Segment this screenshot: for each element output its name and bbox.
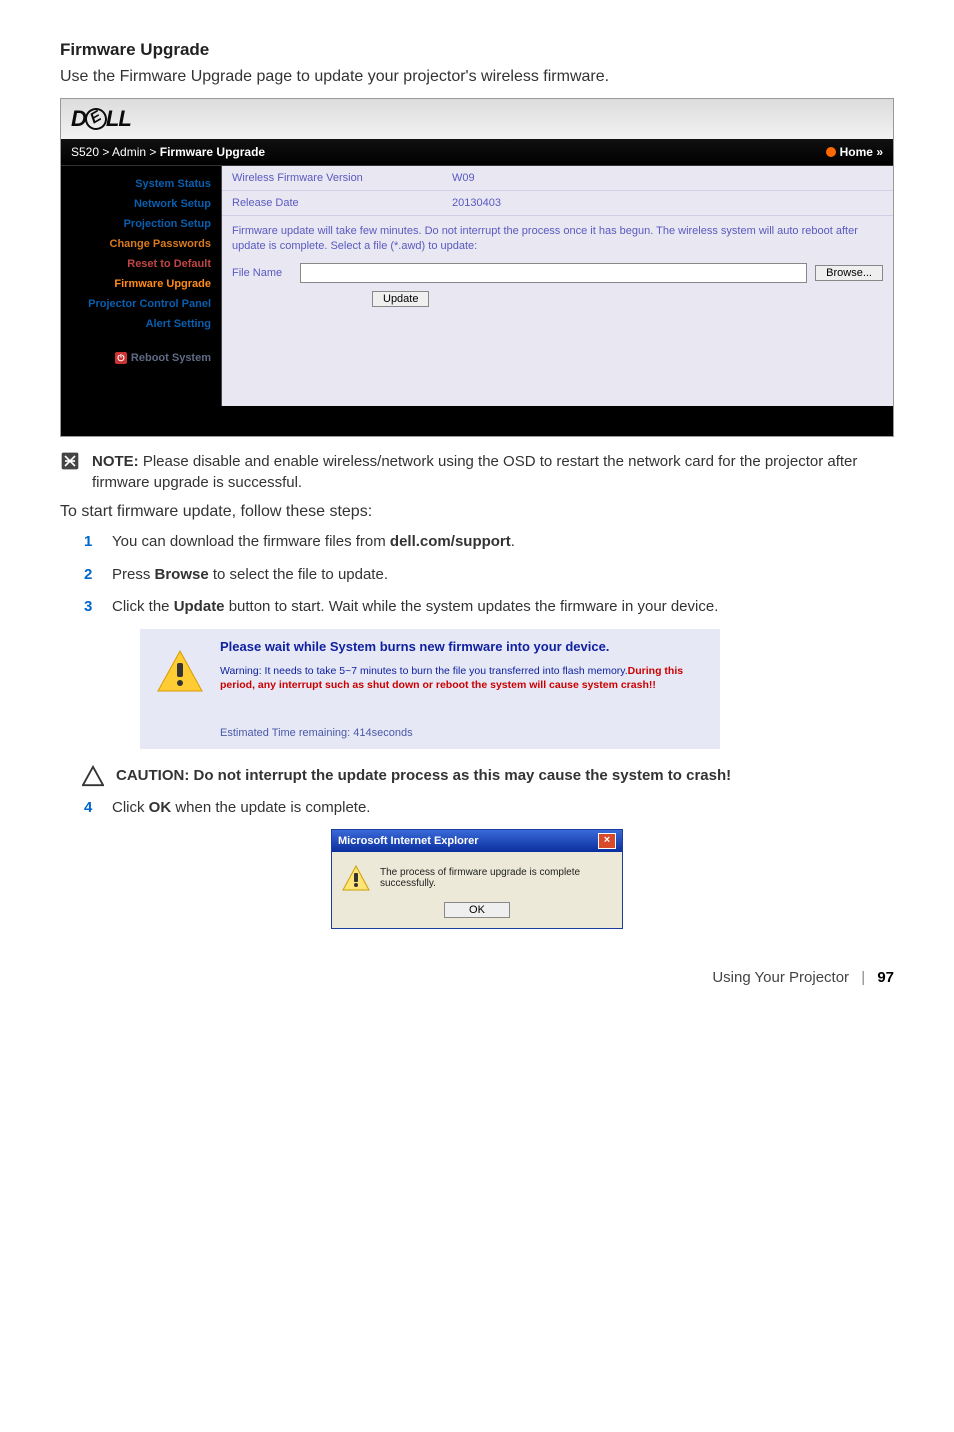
warning-icon (156, 647, 204, 695)
step-text: Click OK when the update is complete. (112, 797, 370, 820)
caution-text: CAUTION: Do not interrupt the update pro… (116, 765, 731, 787)
file-input[interactable] (300, 263, 807, 283)
intro-text: Use the Firmware Upgrade page to update … (60, 68, 894, 86)
caution-body: Do not interrupt the update process as t… (194, 767, 732, 784)
note-lead: NOTE: (92, 453, 139, 470)
breadcrumb-current: Firmware Upgrade (160, 145, 265, 159)
dialog-body: The process of firmware upgrade is compl… (332, 852, 622, 902)
ok-button[interactable]: OK (444, 902, 510, 918)
breadcrumb-bar: S520 > Admin > Firmware Upgrade Home » (61, 139, 893, 166)
info-label-version: Wireless Firmware Version (222, 166, 442, 190)
update-row: Update (222, 291, 893, 317)
sidebar-item-reboot[interactable]: ⏻ Reboot System (61, 348, 221, 368)
note-icon (60, 451, 80, 471)
info-row-date: Release Date 20130403 (222, 191, 893, 216)
burn-text-col: Please wait while System burns new firmw… (220, 629, 720, 749)
step-text: You can download the firmware files from… (112, 531, 515, 554)
burn-title: Please wait while System burns new firmw… (220, 639, 706, 654)
caution-lead: CAUTION: (116, 767, 194, 784)
steps-intro: To start firmware update, follow these s… (60, 503, 894, 521)
step-num: 2 (84, 564, 98, 587)
dialog-titlebar: Microsoft Internet Explorer × (332, 830, 622, 852)
dialog-message: The process of firmware upgrade is compl… (380, 867, 612, 889)
dialog-footer: OK (332, 902, 622, 928)
file-row: File Name Browse... (222, 259, 893, 291)
step-2: 2 Press Browse to select the file to upd… (84, 564, 894, 587)
home-link[interactable]: Home » (826, 145, 883, 159)
sidebar-item-firmware-upgrade[interactable]: Firmware Upgrade (61, 274, 221, 294)
sidebar-item-reset-to-default[interactable]: Reset to Default (61, 254, 221, 274)
burn-estimated: Estimated Time remaining: 414seconds (220, 727, 706, 739)
note-body: Please disable and enable wireless/netwo… (92, 453, 857, 491)
sidebar-item-alert-setting[interactable]: Alert Setting (61, 314, 221, 334)
step-text: Press Browse to select the file to updat… (112, 564, 388, 587)
sidebar-item-projector-control[interactable]: Projector Control Panel (61, 294, 221, 314)
caution-icon (82, 765, 104, 787)
page-footer: Using Your Projector | 97 (60, 969, 894, 986)
update-button[interactable]: Update (372, 291, 429, 307)
info-value-version: W09 (442, 166, 893, 190)
burn-panel: Please wait while System burns new firmw… (140, 629, 720, 749)
sidebar-item-projection-setup[interactable]: Projection Setup (61, 214, 221, 234)
note-text: NOTE: Please disable and enable wireless… (92, 451, 894, 493)
fw-warning-text: Firmware update will take few minutes. D… (222, 216, 893, 259)
power-icon: ⏻ (115, 352, 127, 364)
dialog-title-text: Microsoft Internet Explorer (338, 835, 479, 847)
page-number: 97 (877, 969, 894, 986)
section-title: Firmware Upgrade (60, 40, 894, 60)
step-3: 3 Click the Update button to start. Wait… (84, 596, 894, 619)
steps-list-2: 4 Click OK when the update is complete. (84, 797, 894, 820)
ie-dialog: Microsoft Internet Explorer × The proces… (331, 829, 623, 929)
steps-list: 1 You can download the firmware files fr… (84, 531, 894, 619)
info-value-date: 20130403 (442, 191, 893, 215)
close-button[interactable]: × (598, 833, 616, 849)
step-num: 3 (84, 596, 98, 619)
home-icon (826, 147, 836, 157)
content-area: Wireless Firmware Version W09 Release Da… (221, 166, 893, 406)
note-block: NOTE: Please disable and enable wireless… (60, 451, 894, 493)
footer-label: Using Your Projector (712, 969, 849, 986)
warning-icon (342, 864, 370, 892)
sidebar: System Status Network Setup Projection S… (61, 166, 221, 406)
panel-body: System Status Network Setup Projection S… (61, 166, 893, 406)
burn-warning: Warning: It needs to take 5~7 minutes to… (220, 664, 706, 693)
sidebar-item-system-status[interactable]: System Status (61, 174, 221, 194)
admin-panel: DELL S520 > Admin > Firmware Upgrade Hom… (60, 98, 894, 437)
step-text: Click the Update button to start. Wait w… (112, 596, 718, 619)
step-num: 4 (84, 797, 98, 820)
panel-footer-spacer (61, 406, 893, 436)
browse-button[interactable]: Browse... (815, 265, 883, 281)
caution-block: CAUTION: Do not interrupt the update pro… (82, 765, 894, 787)
breadcrumb-path: S520 > Admin > Firmware Upgrade (71, 145, 265, 159)
step-4: 4 Click OK when the update is complete. (84, 797, 894, 820)
burn-icon-col (140, 629, 220, 749)
info-row-version: Wireless Firmware Version W09 (222, 166, 893, 191)
step-1: 1 You can download the firmware files fr… (84, 531, 894, 554)
home-label: Home » (840, 145, 883, 159)
file-label: File Name (232, 267, 292, 279)
footer-sep: | (861, 969, 865, 986)
sidebar-item-network-setup[interactable]: Network Setup (61, 194, 221, 214)
sidebar-item-change-passwords[interactable]: Change Passwords (61, 234, 221, 254)
reboot-label: Reboot System (131, 352, 211, 364)
step-num: 1 (84, 531, 98, 554)
info-label-date: Release Date (222, 191, 442, 215)
logo-bar: DELL (61, 99, 893, 139)
dell-logo: DELL (71, 106, 131, 132)
breadcrumb-prefix: S520 > Admin > (71, 145, 160, 159)
